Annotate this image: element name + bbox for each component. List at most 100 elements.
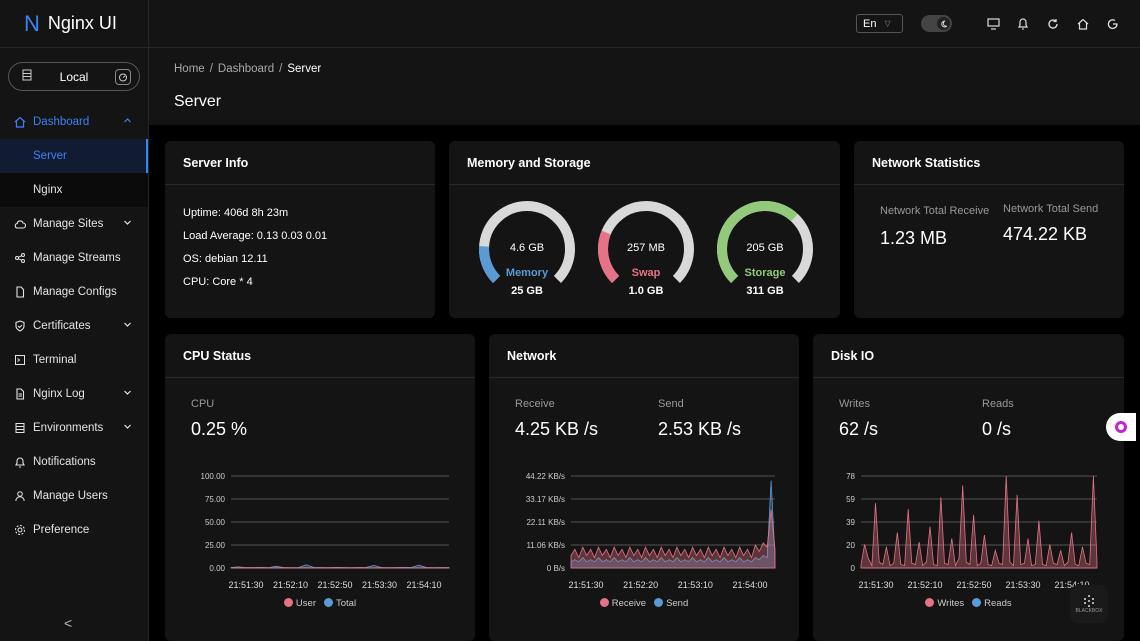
- cpu-status-card: CPU Status CPU 0.25 % 100.00 75.00 50.00 25…: [165, 334, 475, 641]
- memory-gauge: 4.6 GB Memory 25 GB: [477, 199, 577, 309]
- sidebar-item-environments[interactable]: Environments: [0, 411, 148, 445]
- y-tick-label: 75.00: [205, 495, 226, 504]
- bell-icon: [14, 456, 26, 468]
- sidebar-item-preference[interactable]: Preference: [0, 513, 148, 547]
- chevron-down-icon: [123, 422, 132, 434]
- sidebar-item-nginx[interactable]: Nginx: [0, 173, 148, 207]
- sidebar-item-dashboard[interactable]: Dashboard: [0, 105, 148, 139]
- y-tick-label: 50.00: [205, 518, 226, 527]
- dashboard-icon[interactable]: [115, 68, 131, 85]
- reload-icon[interactable]: [1046, 17, 1060, 31]
- legend-writes[interactable]: Writes: [925, 598, 964, 609]
- disk-legend: Writes Reads: [813, 598, 1124, 609]
- collapse-sidebar-button[interactable]: <: [64, 615, 73, 631]
- y-tick-label: 0 B/s: [547, 564, 565, 573]
- page-header: Home / Dashboard / Server Server: [149, 48, 1140, 125]
- legend-total[interactable]: Total: [323, 598, 356, 609]
- app-title: Nginx UI: [47, 13, 117, 33]
- app-logo[interactable]: N Nginx UI: [0, 0, 148, 48]
- sidebar-item-manage-streams[interactable]: Manage Streams: [0, 241, 148, 275]
- y-tick-label: 39: [846, 518, 855, 527]
- disk-io-chart: 78 59 39 20 021:51:30 21:52:10 21:52:50 21:53:3…: [846, 472, 1098, 590]
- cpu-label: CPU: [191, 398, 215, 410]
- blackbox-logo[interactable]: BLACKBOX: [1070, 585, 1108, 623]
- x-tick-label: 21:52:10: [273, 580, 308, 590]
- gauge-label: Storage: [745, 267, 786, 279]
- y-tick-label: 33.17 KB/s: [526, 495, 565, 504]
- y-tick-label: 0: [851, 564, 856, 573]
- breadcrumb-current: Server: [287, 63, 322, 75]
- total-send-value: 474.22 KB: [1003, 224, 1088, 244]
- legend-user[interactable]: User: [283, 598, 316, 609]
- server-info-card: Server Info Uptime: 406d 8h 23m Load Ave…: [165, 141, 435, 318]
- cpu-text: CPU: Core * 4: [183, 276, 253, 288]
- sidebar-item-label: Preference: [33, 524, 90, 536]
- gauge-label: Memory: [506, 267, 549, 279]
- chevron-down-icon: [123, 218, 132, 230]
- writes-label: Writes: [839, 398, 870, 410]
- total-receive-value: 1.23 MB: [880, 228, 948, 248]
- x-tick-label: 21:51:30: [568, 580, 603, 590]
- card-title: Disk IO: [813, 334, 1124, 378]
- sidebar-item-manage-configs[interactable]: Manage Configs: [0, 275, 148, 309]
- environment-selector[interactable]: Local: [8, 62, 140, 91]
- monitor-icon[interactable]: [986, 17, 1000, 31]
- sidebar-item-label: Certificates: [33, 320, 91, 332]
- bell-icon[interactable]: [1016, 17, 1030, 31]
- y-tick-label: 100.00: [201, 472, 226, 481]
- x-tick-label: 21:53:30: [1005, 580, 1040, 590]
- breadcrumb: Home / Dashboard / Server: [174, 63, 322, 75]
- logo-letter: N: [24, 10, 40, 36]
- breadcrumb-home[interactable]: Home: [174, 63, 205, 75]
- sidebar-item-manage-sites[interactable]: Manage Sites: [0, 207, 148, 241]
- sidebar-item-manage-users[interactable]: Manage Users: [0, 479, 148, 513]
- file-icon: [14, 286, 26, 298]
- receive-label: Receive: [515, 398, 555, 410]
- x-tick-label: 21:54:10: [1054, 580, 1089, 590]
- user-icon: [14, 490, 26, 502]
- send-label: Send: [658, 398, 684, 410]
- gauge-fill: [598, 230, 620, 283]
- legend-receive[interactable]: Receive: [599, 598, 646, 609]
- network-statistics-card: Network Statistics Network Total Receive…: [854, 141, 1124, 318]
- writes-value: 62 /s: [839, 419, 879, 439]
- theme-toggle[interactable]: [921, 15, 952, 32]
- home-icon: [14, 116, 26, 128]
- sidebar-item-certificates[interactable]: Certificates: [0, 309, 148, 343]
- x-tick-label: 21:54:00: [732, 580, 767, 590]
- breadcrumb-dashboard[interactable]: Dashboard: [217, 63, 275, 75]
- sidebar-item-label: Terminal: [33, 354, 77, 366]
- sidebar-item-label: Nginx: [33, 184, 63, 196]
- network-card: Network Receive 4.25 KB /s Send 2.53 KB …: [489, 334, 799, 641]
- y-tick-label: 44.22 KB/s: [526, 472, 565, 481]
- cpu-legend: User Total: [165, 598, 475, 609]
- load-average-text: Load Average: 0.13 0.03 0.01: [183, 230, 328, 242]
- sidebar-item-terminal[interactable]: Terminal: [0, 343, 148, 377]
- y-tick-label: 0.00: [209, 564, 225, 573]
- legend-reads[interactable]: Reads: [972, 598, 1012, 609]
- gear-icon: [14, 524, 26, 536]
- sidebar-item-label: Dashboard: [33, 116, 90, 128]
- assistant-fab-icon[interactable]: [1106, 413, 1136, 441]
- sidebar: N Nginx UI Local Dashboard Server Nginx Man…: [0, 0, 149, 641]
- gauge-fill: [717, 201, 798, 283]
- sidebar-item-nginx-log[interactable]: Nginx Log: [0, 377, 148, 411]
- moon-icon: [937, 17, 950, 30]
- chevron-down-icon: [123, 388, 132, 400]
- sidebar-menu: Dashboard Server Nginx Manage Sites Manage S…: [0, 105, 148, 547]
- chevron-up-icon: [123, 116, 132, 128]
- legend-send[interactable]: Send: [654, 598, 688, 609]
- x-tick-label: 21:51:30: [228, 580, 263, 590]
- sidebar-item-notifications[interactable]: Notifications: [0, 445, 148, 479]
- x-tick-label: 21:53:10: [678, 580, 713, 590]
- cloud-icon: [14, 218, 26, 230]
- home-icon[interactable]: [1076, 17, 1090, 31]
- os-text: OS: debian 12.11: [183, 253, 268, 265]
- x-tick-label: 21:52:50: [317, 580, 352, 590]
- logout-icon[interactable]: [1106, 17, 1120, 31]
- sidebar-item-server[interactable]: Server: [0, 139, 148, 173]
- language-select[interactable]: En ▽: [856, 14, 903, 33]
- x-tick-label: 21:53:30: [362, 580, 397, 590]
- storage-gauge: 205 GB Storage 311 GB: [715, 199, 815, 309]
